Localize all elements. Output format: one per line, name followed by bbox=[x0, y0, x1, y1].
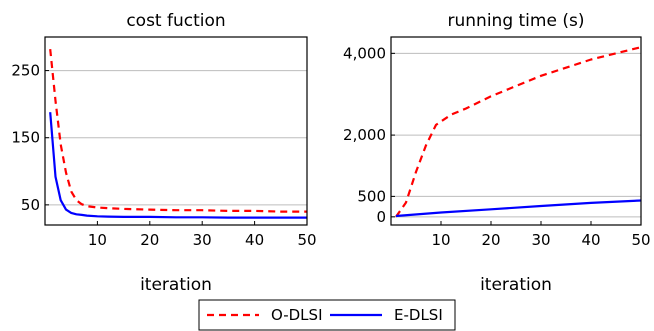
legend-box bbox=[198, 299, 456, 331]
x-tick-label: 20 bbox=[140, 231, 159, 249]
y-tick-label: 2,000 bbox=[343, 126, 386, 144]
legend-label-o-dlsi: O-DLSI bbox=[271, 306, 323, 324]
y-tick-label: 4,000 bbox=[343, 44, 386, 62]
x-axis-label: iteration bbox=[140, 275, 212, 295]
legend-label-e-dlsi: E-DLSI bbox=[394, 306, 443, 324]
x-tick-label: 40 bbox=[581, 231, 600, 249]
y-tick-label: 0 bbox=[376, 208, 386, 226]
legend: O-DLSI E-DLSI bbox=[198, 299, 456, 331]
cost-function-panel: cost fuction iteration 50 150 250 10 20 30 40 5… bbox=[11, 11, 316, 295]
running-time-panel: running time (s) iteration 0 500 2,000 4,00… bbox=[343, 11, 651, 295]
y-tick-label: 50 bbox=[21, 196, 40, 214]
plot-frame bbox=[44, 36, 308, 226]
plot-frame bbox=[390, 36, 642, 226]
y-tick-label: 250 bbox=[11, 62, 40, 80]
series-line-e-dlsi bbox=[395, 199, 642, 218]
chart-title: running time (s) bbox=[448, 11, 585, 31]
x-tick-label: 30 bbox=[193, 231, 212, 249]
x-tick-label: 20 bbox=[481, 231, 500, 249]
x-tick-label: 10 bbox=[88, 231, 107, 249]
x-tick-label: 30 bbox=[531, 231, 550, 249]
x-axis-label: iteration bbox=[480, 275, 552, 295]
x-tick-label: 10 bbox=[431, 231, 450, 249]
series-line-o-dlsi bbox=[49, 48, 307, 213]
x-tick-label: 50 bbox=[631, 231, 650, 249]
x-tick-label: 50 bbox=[297, 231, 316, 249]
y-tick-label: 150 bbox=[11, 129, 40, 147]
x-tick-label: 40 bbox=[245, 231, 264, 249]
series-line-o-dlsi bbox=[395, 46, 642, 218]
series-line-e-dlsi bbox=[49, 112, 307, 219]
y-tick-label: 500 bbox=[357, 187, 386, 205]
chart-title: cost fuction bbox=[126, 11, 225, 31]
